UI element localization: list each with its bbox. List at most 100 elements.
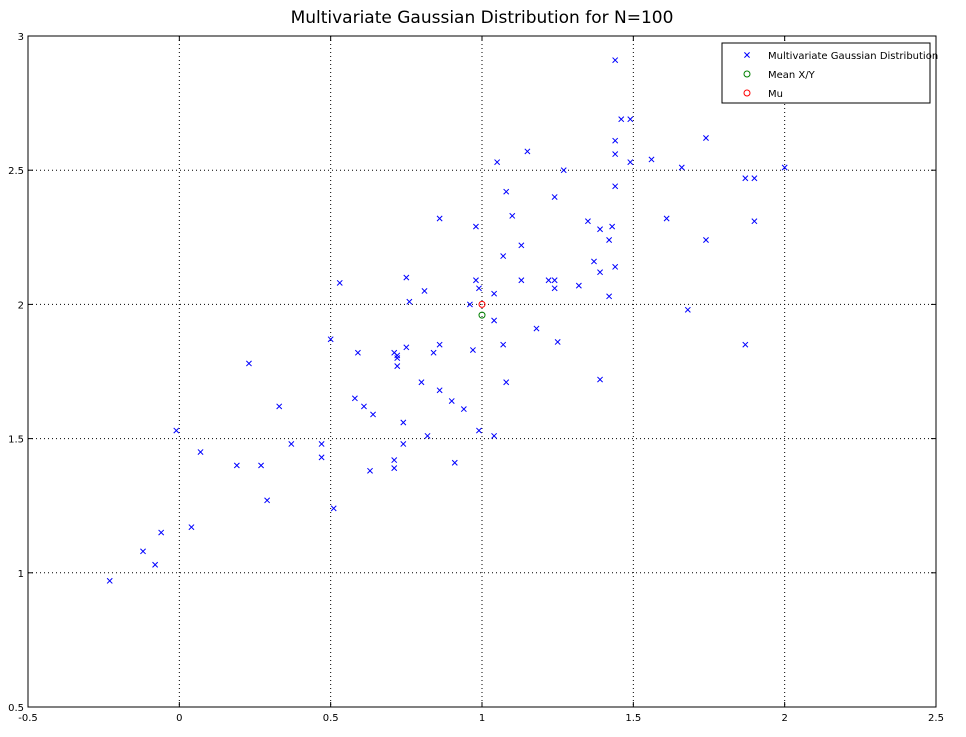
- gaussian-sample-point: [188, 524, 195, 531]
- chart-title: Multivariate Gaussian Distribution for N…: [290, 8, 674, 28]
- gaussian-sample-point: [173, 427, 180, 434]
- gaussian-sample-point: [436, 215, 443, 222]
- gaussian-sample-point: [554, 339, 561, 345]
- gaussian-sample-point: [403, 344, 410, 351]
- gaussian-sample-point: [421, 288, 428, 294]
- grid-lines: [28, 36, 936, 707]
- gaussian-sample-point: [648, 156, 655, 163]
- gaussian-sample-point: [466, 301, 473, 308]
- gaussian-sample-point: [597, 376, 603, 383]
- gaussian-sample-point: [351, 395, 358, 402]
- gaussian-sample-point: [400, 419, 407, 426]
- legend-marker: [744, 52, 750, 58]
- gaussian-sample-point: [781, 164, 788, 171]
- gaussian-sample-point: [448, 398, 455, 404]
- gaussian-sample-point: [424, 432, 431, 439]
- gaussian-sample-point: [451, 459, 458, 466]
- plot-frame: [27, 35, 937, 708]
- axes: -0.5 0 0.5 1 1.5 2 2.5 0.5 1 1.5 2 2.5 3: [8, 32, 944, 724]
- gaussian-sample-point: [336, 279, 343, 286]
- x-tick-label: -0.5: [18, 713, 38, 724]
- gaussian-sample-point: [330, 505, 337, 512]
- gaussian-sample-point: [742, 175, 749, 182]
- gaussian-sample-point: [233, 462, 240, 469]
- y-tick-label: 2: [18, 300, 24, 311]
- gaussian-sample-point: [367, 467, 373, 474]
- gaussian-sample-point: [533, 325, 540, 332]
- gaussian-sample-point: [158, 529, 165, 536]
- x-tick-label: 1: [479, 713, 485, 724]
- data-points: [106, 57, 788, 584]
- legend-entry-gaussian: Multivariate Gaussian Distribution: [768, 51, 938, 62]
- gaussian-sample-point: [751, 175, 758, 182]
- mu-point: [478, 300, 486, 308]
- gaussian-sample-point: [503, 188, 510, 195]
- gaussian-sample-point: [612, 137, 619, 144]
- gaussian-sample-point: [197, 449, 204, 455]
- gaussian-sample-point: [609, 223, 616, 230]
- gaussian-sample-point: [491, 432, 498, 439]
- gaussian-sample-point: [591, 258, 597, 265]
- gaussian-sample-point: [406, 298, 413, 305]
- gaussian-sample-point: [288, 441, 295, 447]
- gaussian-sample-point: [264, 497, 271, 504]
- legend-marker: [743, 89, 751, 97]
- gaussian-sample-point: [394, 355, 401, 362]
- gaussian-sample-point: [152, 561, 159, 568]
- gaussian-sample-point: [491, 317, 498, 324]
- gaussian-sample-point: [612, 57, 619, 64]
- y-tick-label: 3: [18, 32, 24, 43]
- gaussian-sample-point: [276, 403, 283, 410]
- gaussian-sample-point: [403, 274, 410, 281]
- y-tick-label: 1.5: [8, 435, 24, 446]
- gaussian-sample-point: [627, 116, 634, 123]
- gaussian-sample-point: [140, 548, 146, 555]
- gaussian-sample-point: [606, 293, 613, 300]
- y-tick-label: 0.5: [8, 703, 24, 714]
- gaussian-sample-point: [612, 183, 619, 190]
- gaussian-sample-point: [509, 212, 516, 219]
- gaussian-sample-point: [494, 159, 501, 166]
- gaussian-sample-point: [684, 306, 691, 313]
- gaussian-sample-point: [318, 441, 325, 447]
- y-tick-label: 1: [18, 569, 24, 580]
- gaussian-sample-point: [400, 441, 407, 447]
- gaussian-sample-point: [751, 218, 758, 225]
- mean-xy-point: [478, 311, 486, 319]
- gaussian-sample-point: [627, 159, 634, 166]
- gaussian-sample-point: [245, 360, 252, 367]
- x-tick-label: 2: [781, 713, 787, 724]
- gaussian-sample-point: [391, 465, 398, 472]
- gaussian-sample-point: [575, 282, 582, 289]
- y-tick-label: 2.5: [8, 166, 24, 177]
- gaussian-sample-point: [106, 577, 113, 584]
- gaussian-sample-point: [612, 151, 619, 158]
- gaussian-sample-point: [545, 277, 552, 284]
- gaussian-sample-point: [476, 427, 482, 434]
- gaussian-sample-point: [469, 347, 476, 353]
- gaussian-sample-point: [354, 349, 361, 356]
- gaussian-sample-point: [703, 135, 709, 141]
- x-tick-label: 0.5: [323, 713, 339, 724]
- gaussian-sample-point: [460, 406, 467, 413]
- gaussian-sample-point: [551, 277, 558, 284]
- x-tick-label: 2.5: [928, 713, 944, 724]
- gaussian-sample-point: [476, 285, 482, 292]
- gaussian-sample-point: [418, 379, 425, 386]
- gaussian-sample-point: [491, 290, 498, 297]
- gaussian-sample-point: [472, 223, 479, 230]
- gaussian-sample-point: [551, 194, 558, 200]
- gaussian-sample-point: [391, 457, 398, 464]
- gaussian-sample-point: [394, 363, 401, 370]
- gaussian-sample-point: [430, 349, 437, 356]
- legend-marker: [743, 70, 751, 78]
- gaussian-sample-point: [503, 379, 510, 386]
- legend-entry-mu: Mu: [768, 89, 783, 100]
- gaussian-sample-point: [318, 454, 325, 461]
- gaussian-sample-point: [518, 242, 525, 249]
- gaussian-sample-point: [742, 341, 749, 348]
- gaussian-sample-point: [436, 341, 443, 348]
- gaussian-sample-point: [560, 167, 567, 174]
- gaussian-sample-point: [394, 352, 401, 359]
